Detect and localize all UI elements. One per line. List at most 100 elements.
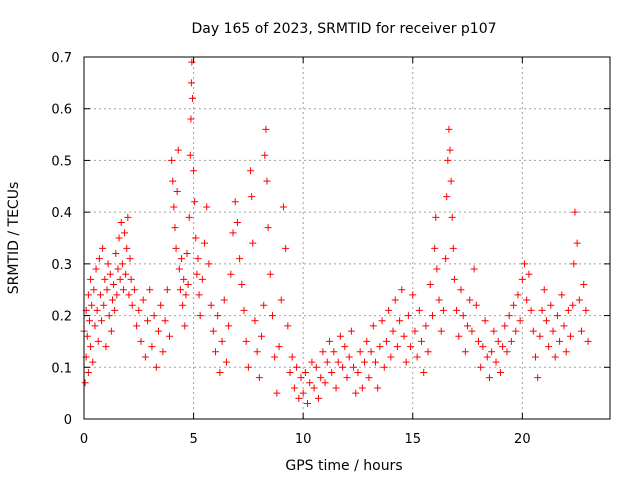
data-point: [391, 296, 399, 304]
data-point: [218, 337, 226, 345]
data-point: [575, 296, 583, 304]
data-point: [446, 146, 454, 154]
data-point: [299, 389, 307, 397]
data-point: [499, 343, 507, 351]
data-point: [247, 167, 255, 175]
data-point: [529, 327, 537, 335]
data-point: [501, 322, 509, 330]
data-point: [459, 312, 467, 320]
data-point: [84, 291, 92, 299]
data-point: [190, 167, 198, 175]
data-point: [411, 327, 419, 335]
data-point: [266, 270, 274, 278]
data-point: [378, 317, 386, 325]
data-point: [255, 374, 263, 382]
data-point: [503, 348, 511, 356]
data-point: [507, 337, 515, 345]
data-point: [584, 337, 592, 345]
data-point: [168, 156, 176, 164]
data-point: [418, 337, 426, 345]
data-point: [521, 260, 529, 268]
data-point: [102, 343, 110, 351]
data-point: [178, 255, 186, 263]
y-tick-label: 0.6: [51, 103, 72, 118]
data-point: [187, 79, 195, 87]
data-point: [531, 353, 539, 361]
data-point: [196, 312, 204, 320]
data-point: [321, 379, 329, 387]
data-point: [567, 332, 575, 340]
data-point: [447, 177, 455, 185]
x-tick-label: 15: [404, 432, 421, 447]
data-point: [413, 353, 421, 361]
data-point: [174, 146, 182, 154]
data-point: [180, 275, 188, 283]
data-point: [203, 203, 211, 211]
data-point: [198, 275, 206, 283]
data-point: [310, 384, 318, 392]
data-point: [477, 363, 485, 371]
data-point: [510, 301, 518, 309]
data-point: [428, 312, 436, 320]
data-point: [233, 218, 241, 226]
data-point: [387, 353, 395, 361]
data-point: [146, 286, 154, 294]
data-point: [398, 286, 406, 294]
data-point: [540, 286, 548, 294]
data-point: [195, 291, 203, 299]
data-point: [445, 125, 453, 133]
x-tick-labels: 0 5 10 15 20: [80, 432, 531, 447]
data-point: [175, 265, 183, 273]
data-point: [169, 177, 177, 185]
data-point: [306, 379, 314, 387]
data-point: [356, 348, 364, 356]
data-point: [273, 389, 281, 397]
data-point: [580, 281, 588, 289]
data-point: [556, 337, 564, 345]
data-point: [155, 327, 163, 335]
data-point: [89, 358, 97, 366]
data-point: [137, 337, 145, 345]
data-point: [124, 213, 132, 221]
data-point: [404, 312, 412, 320]
data-point: [186, 151, 194, 159]
data-point: [297, 374, 305, 382]
data-point: [288, 353, 296, 361]
data-point: [433, 265, 441, 273]
data-point: [194, 255, 202, 263]
data-point: [125, 291, 133, 299]
y-tick-label: 0.4: [51, 206, 72, 221]
data-point: [301, 368, 309, 376]
y-tick-label: 0.1: [51, 361, 72, 376]
data-point: [496, 368, 504, 376]
data-point: [88, 301, 96, 309]
data-point: [380, 363, 388, 371]
data-point: [448, 213, 456, 221]
data-point: [525, 270, 533, 278]
data-point: [249, 239, 257, 247]
data-point: [258, 332, 266, 340]
data-point: [118, 260, 126, 268]
data-point: [361, 358, 369, 366]
data-point: [354, 368, 362, 376]
data-point: [393, 343, 401, 351]
data-point: [114, 265, 122, 273]
data-point: [409, 291, 417, 299]
data-point: [191, 198, 199, 206]
data-point: [209, 327, 217, 335]
data-point: [466, 296, 474, 304]
data-point: [339, 363, 347, 371]
data-points: [80, 58, 592, 407]
data-point: [172, 244, 180, 252]
data-point: [426, 281, 434, 289]
data-point: [516, 317, 524, 325]
data-point: [400, 332, 408, 340]
data-point: [317, 374, 325, 382]
data-point: [488, 348, 496, 356]
data-point: [505, 312, 513, 320]
y-axis-label: SRMTID / TECUs: [6, 182, 22, 295]
data-point: [319, 348, 327, 356]
data-point: [431, 244, 439, 252]
plot-frame: [83, 56, 611, 420]
data-point: [242, 337, 250, 345]
